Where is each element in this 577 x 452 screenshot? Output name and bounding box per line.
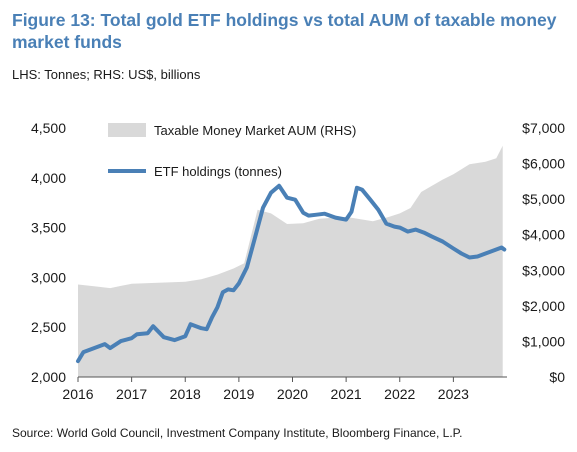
left-axis-ticks: 2,000 2,500 3,000 3,500 4,000 4,500 bbox=[31, 120, 66, 385]
right-tick-label: $7,000 bbox=[522, 120, 565, 136]
right-axis-ticks: $0 $1,000 $2,000 $3,000 $4,000 $5,000 $6,000 $7… bbox=[522, 120, 565, 385]
right-tick-label: $5,000 bbox=[522, 191, 565, 207]
right-tick-label: $6,000 bbox=[522, 156, 565, 172]
legend-label-etf: ETF holdings (tonnes) bbox=[154, 164, 282, 179]
chart-subtitle: LHS: Tonnes; RHS: US$, billions bbox=[12, 67, 201, 82]
x-tick-label: 2020 bbox=[277, 386, 308, 402]
right-tick-label: $3,000 bbox=[522, 262, 565, 278]
left-tick-label: 2,000 bbox=[31, 369, 66, 385]
money-market-aum-area bbox=[78, 145, 503, 377]
x-tick-label: 2022 bbox=[384, 386, 415, 402]
x-tick-label: 2019 bbox=[223, 386, 254, 402]
etf-holdings-line bbox=[76, 183, 507, 364]
legend-label-aum: Taxable Money Market AUM (RHS) bbox=[154, 123, 356, 138]
legend-swatch-aum bbox=[108, 123, 146, 137]
right-tick-label: $4,000 bbox=[522, 227, 565, 243]
x-tick-label: 2023 bbox=[438, 386, 469, 402]
chart-title: Figure 13: Total gold ETF holdings vs to… bbox=[12, 10, 557, 52]
left-tick-label: 3,500 bbox=[31, 220, 66, 236]
left-tick-label: 3,000 bbox=[31, 269, 66, 285]
x-axis-ticks: 2016 2017 2018 2019 2020 2021 2022 2023 bbox=[62, 377, 469, 402]
left-tick-label: 2,500 bbox=[31, 319, 66, 335]
left-tick-label: 4,000 bbox=[31, 170, 66, 186]
right-tick-label: $2,000 bbox=[522, 298, 565, 314]
right-tick-label: $1,000 bbox=[522, 333, 565, 349]
chart-source: Source: World Gold Council, Investment C… bbox=[12, 426, 463, 440]
x-tick-label: 2021 bbox=[331, 386, 362, 402]
right-tick-label: $0 bbox=[549, 369, 565, 385]
left-tick-label: 4,500 bbox=[31, 120, 66, 136]
x-tick-label: 2018 bbox=[170, 386, 201, 402]
x-tick-label: 2017 bbox=[116, 386, 147, 402]
x-tick-label: 2016 bbox=[62, 386, 93, 402]
legend: Taxable Money Market AUM (RHS) ETF holdi… bbox=[108, 123, 356, 179]
